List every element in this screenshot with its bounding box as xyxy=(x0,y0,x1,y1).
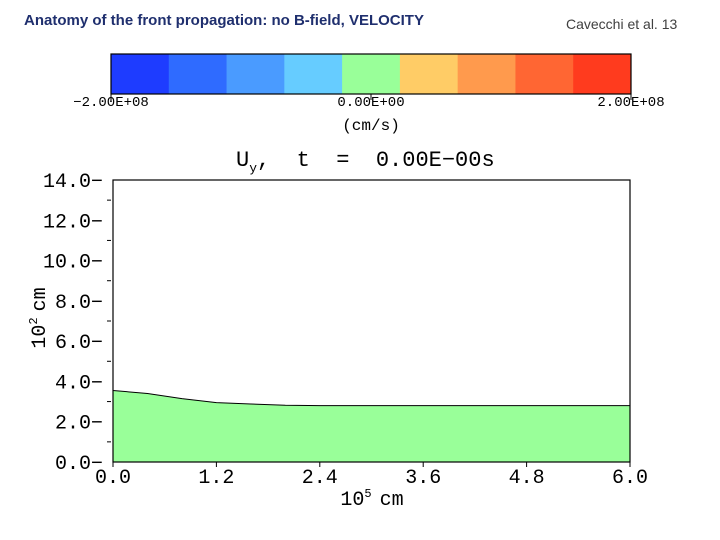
x-axis-label: 105 cm xyxy=(340,487,403,512)
plot-frame xyxy=(112,179,631,463)
plot-title-rest: , t = 0.00E−00s xyxy=(257,148,495,173)
colorbar-ticks xyxy=(110,94,632,100)
colorbar-cell xyxy=(457,54,516,94)
x-axis-label-unit: cm xyxy=(380,489,404,512)
x-tick-label: 3.6 xyxy=(405,467,441,490)
x-tick-label: 0.0 xyxy=(95,467,131,490)
plot-title-var: U xyxy=(236,148,249,173)
x-tick-label: 2.4 xyxy=(302,467,338,490)
colorbar-min-label: −2.00E+08 xyxy=(73,95,149,111)
colorbar-mid-label: 0.00E+00 xyxy=(337,95,404,111)
y-axis-label: 102 cm xyxy=(27,287,52,348)
y-tick-label: 2.0− xyxy=(55,413,103,436)
colorbar-cell xyxy=(226,54,285,94)
y-axis-ticks: 0.0− 2.0− 4.0− 6.0− 8.0− 10.0− 12.0− 14.0− xyxy=(43,171,111,476)
y-tick-label: 0.0− xyxy=(55,453,103,476)
y-tick-label: 14.0− xyxy=(43,171,103,194)
colorbar-cell xyxy=(515,54,574,94)
y-tick-label: 12.0− xyxy=(43,211,103,234)
x-axis-ticks: 0.0 1.2 2.4 3.6 4.8 6.0 xyxy=(95,462,648,490)
x-tick-label: 4.8 xyxy=(509,467,545,490)
x-axis-label-base: 10 xyxy=(340,489,364,512)
colorbar-cell xyxy=(284,54,343,94)
velocity-area xyxy=(113,390,630,462)
citation: Cavecchi et al. 13 xyxy=(566,16,678,32)
y-tick-label: 4.0− xyxy=(55,372,103,395)
y-tick-label: 8.0− xyxy=(55,292,103,315)
colorbar-cell xyxy=(168,54,228,94)
x-tick-label: 6.0 xyxy=(612,467,648,490)
colorbar-cell xyxy=(342,54,401,94)
y-axis-label-base: 10 xyxy=(29,325,52,349)
colorbar-cell xyxy=(573,54,632,94)
y-tick-label: 10.0− xyxy=(43,252,103,275)
y-axis-label-unit: cm xyxy=(29,287,52,311)
plot-title: Uy, t = 0.00E−00s xyxy=(236,148,495,176)
colorbar-cell xyxy=(111,54,170,94)
plot-title-sub: y xyxy=(249,161,257,176)
colorbar: −2.00E+08 0.00E+00 2.00E+08 (cm/s) xyxy=(73,53,665,135)
x-axis-label-exp: 5 xyxy=(364,487,371,501)
y-tick-label: 6.0− xyxy=(55,332,103,355)
plot-area: 0.0− 2.0− 4.0− 6.0− 8.0− 10.0− 12.0− 14.0− 0.0 1… xyxy=(43,171,648,490)
colorbar-cells xyxy=(111,54,632,94)
y-axis-label-exp: 2 xyxy=(27,317,41,324)
slide-title: Anatomy of the front propagation: no B-f… xyxy=(24,12,424,29)
colorbar-units: (cm/s) xyxy=(342,117,400,135)
front-boundary-line xyxy=(112,390,630,407)
colorbar-cell xyxy=(399,54,459,94)
colorbar-max-label: 2.00E+08 xyxy=(597,95,664,111)
x-tick-label: 1.2 xyxy=(198,467,234,490)
